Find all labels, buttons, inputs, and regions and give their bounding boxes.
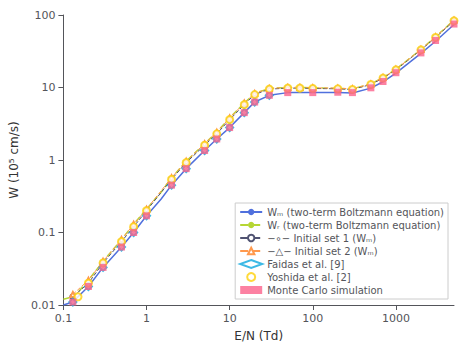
svg-text:100: 100 — [34, 9, 55, 22]
svg-text:Wᵣ (two-term Boltzmann equatio: Wᵣ (two-term Boltzmann equation) — [267, 220, 440, 231]
svg-text:0.01: 0.01 — [31, 299, 56, 312]
svg-text:100: 100 — [302, 312, 323, 325]
svg-text:Yoshida et al. [2]: Yoshida et al. [2] — [266, 272, 351, 283]
svg-text:Monte Carlo simulation: Monte Carlo simulation — [267, 285, 383, 296]
svg-text:1: 1 — [143, 312, 150, 325]
svg-text:0.1: 0.1 — [55, 312, 72, 325]
svg-text:−∘− Initial set 1 (Wₘ): −∘− Initial set 1 (Wₘ) — [267, 233, 376, 244]
svg-text:10: 10 — [41, 81, 55, 94]
svg-text:W (10⁵ cm/s): W (10⁵ cm/s) — [7, 121, 21, 199]
svg-text:10: 10 — [223, 312, 237, 325]
svg-text:0.1: 0.1 — [38, 226, 56, 239]
svg-text:−△− Initial set 2 (Wₘ): −△− Initial set 2 (Wₘ) — [267, 246, 377, 257]
svg-text:1: 1 — [48, 154, 55, 167]
svg-text:1000: 1000 — [382, 312, 410, 325]
svg-text:E/N (Td): E/N (Td) — [234, 329, 283, 343]
svg-text:Wₘ (two-term Boltzmann equatio: Wₘ (two-term Boltzmann equation) — [267, 207, 444, 218]
svg-text:Faidas et al. [9]: Faidas et al. [9] — [267, 259, 344, 270]
